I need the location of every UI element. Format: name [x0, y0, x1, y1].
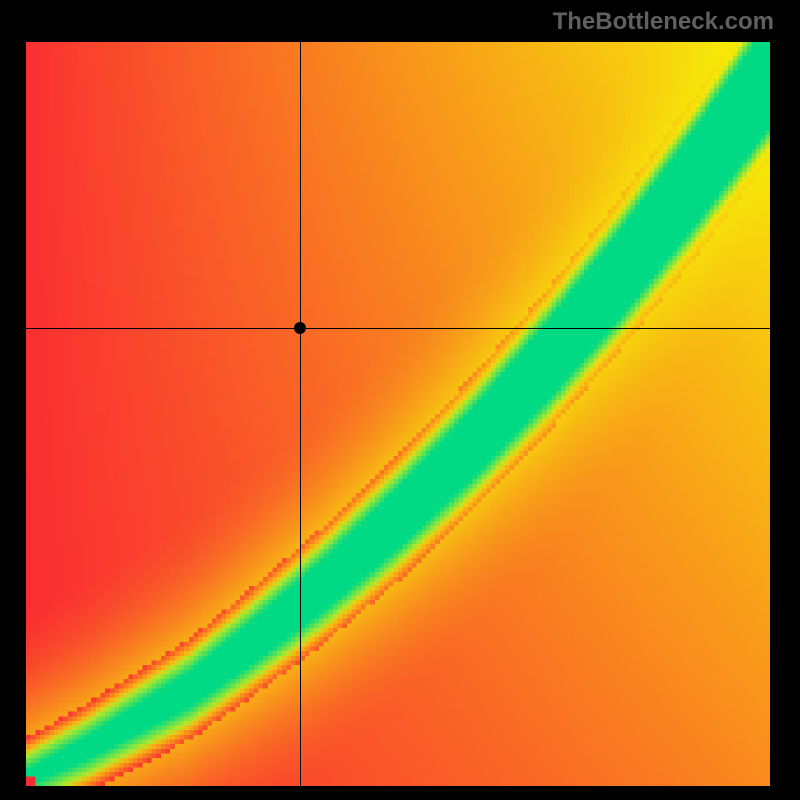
crosshair-marker — [294, 322, 306, 334]
chart-container: TheBottleneck.com — [0, 0, 800, 800]
plot-area — [26, 42, 770, 786]
crosshair-horizontal — [26, 328, 770, 329]
crosshair-vertical — [300, 42, 301, 786]
watermark-text: TheBottleneck.com — [553, 8, 774, 36]
heatmap-canvas — [26, 42, 770, 786]
